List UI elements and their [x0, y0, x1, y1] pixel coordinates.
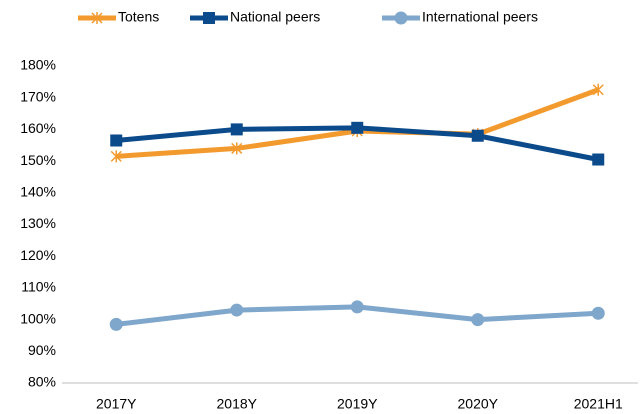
x-tick-label: 2017Y: [96, 396, 137, 412]
y-tick-label: 150%: [20, 152, 56, 168]
x-tick-label: 2021H1: [574, 396, 623, 412]
y-tick-label: 160%: [20, 120, 56, 136]
x-tick-label: 2019Y: [337, 396, 378, 412]
marker: [109, 317, 123, 331]
marker: [91, 12, 103, 24]
legend-label: Totens: [118, 9, 159, 25]
marker: [231, 142, 243, 155]
y-tick-label: 110%: [21, 279, 56, 295]
marker: [351, 121, 364, 134]
legend-label: International peers: [422, 9, 538, 25]
x-tick-label: 2018Y: [217, 396, 258, 412]
y-tick-label: 90%: [28, 342, 56, 358]
marker: [110, 150, 122, 163]
y-tick-label: 130%: [20, 215, 56, 231]
marker: [394, 11, 408, 25]
marker: [350, 300, 364, 314]
marker: [592, 153, 605, 166]
y-tick-label: 170%: [20, 88, 56, 104]
marker: [592, 83, 604, 96]
marker: [230, 303, 244, 317]
y-tick-label: 180%: [20, 57, 56, 73]
y-tick-label: 100%: [20, 310, 56, 326]
y-tick-label: 140%: [20, 184, 56, 200]
y-tick-label: 80%: [28, 374, 56, 390]
x-tick-label: 2020Y: [458, 396, 499, 412]
marker: [591, 306, 605, 320]
marker: [230, 123, 243, 136]
marker: [471, 313, 485, 327]
marker: [203, 12, 215, 24]
legend-label: National peers: [230, 9, 320, 25]
marker: [110, 134, 123, 147]
y-tick-label: 120%: [20, 247, 56, 263]
marker: [471, 129, 484, 142]
